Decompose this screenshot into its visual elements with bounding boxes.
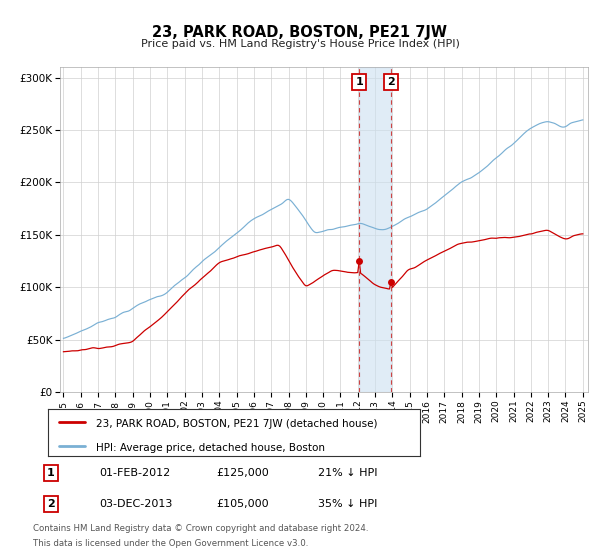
Text: 2: 2 [387,77,395,87]
Text: 21% ↓ HPI: 21% ↓ HPI [318,468,377,478]
Text: 2: 2 [47,499,55,509]
Text: Contains HM Land Registry data © Crown copyright and database right 2024.: Contains HM Land Registry data © Crown c… [33,524,368,533]
Text: 03-DEC-2013: 03-DEC-2013 [99,499,172,509]
Text: 1: 1 [47,468,55,478]
Text: £105,000: £105,000 [216,499,269,509]
Bar [359,67,391,392]
Text: This data is licensed under the Open Government Licence v3.0.: This data is licensed under the Open Gov… [33,539,308,548]
Text: HPI: Average price, detached house, Boston: HPI: Average price, detached house, Bost… [97,443,325,453]
Text: 23, PARK ROAD, BOSTON, PE21 7JW: 23, PARK ROAD, BOSTON, PE21 7JW [152,25,448,40]
Text: 23, PARK ROAD, BOSTON, PE21 7JW (detached house): 23, PARK ROAD, BOSTON, PE21 7JW (detache… [97,419,378,429]
Text: 1: 1 [355,77,363,87]
Text: 01-FEB-2012: 01-FEB-2012 [99,468,170,478]
Text: £125,000: £125,000 [216,468,269,478]
Text: 35% ↓ HPI: 35% ↓ HPI [318,499,377,509]
Text: Price paid vs. HM Land Registry's House Price Index (HPI): Price paid vs. HM Land Registry's House … [140,39,460,49]
